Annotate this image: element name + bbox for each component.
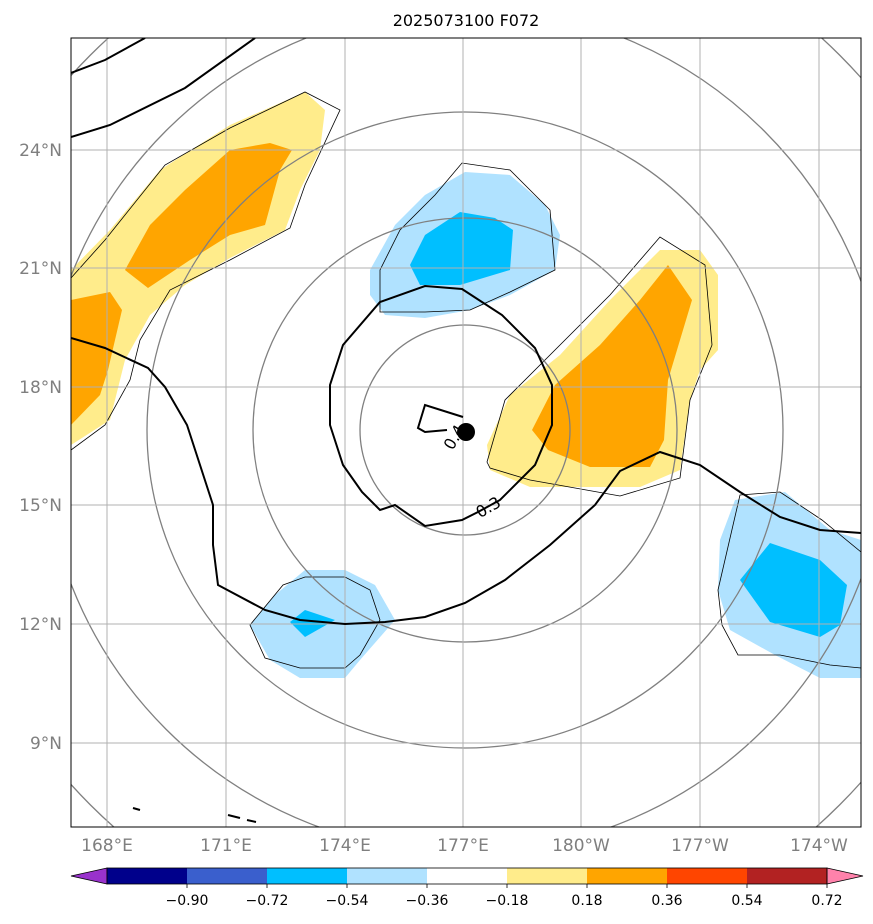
lon-label: 171°E	[200, 836, 252, 856]
contour-0.4	[416, 403, 464, 434]
negative-anomaly-north-core	[410, 212, 513, 285]
lon-label: 168°E	[81, 836, 133, 856]
lat-label: 18°N	[19, 378, 62, 398]
colorbar-extend-low	[70, 867, 108, 885]
outline-east	[486, 236, 713, 497]
lat-label: 12°N	[19, 615, 62, 635]
colorbar-tick-label: 0.72	[811, 893, 842, 909]
range-ring-1	[359, 324, 571, 536]
colorbar-tick-label: −0.54	[326, 893, 369, 909]
latitude-labels: 24°N 21°N 18°N 15°N 12°N 9°N	[19, 141, 62, 754]
negative-anomaly-southeast-core	[740, 543, 847, 637]
colorbar-tick-label: −0.18	[486, 893, 529, 909]
lat-label: 24°N	[19, 141, 62, 161]
positive-anomaly-west-core	[71, 292, 122, 425]
black-contours	[71, 38, 861, 626]
contour-nw-top	[71, 38, 146, 74]
positive-anomaly-nw-core	[125, 143, 292, 288]
colorbar-segment	[587, 868, 668, 884]
colorbar-tick-label: 0.18	[571, 893, 602, 909]
colorbar-tick-label: 0.54	[731, 893, 762, 909]
map-frame	[70, 37, 862, 828]
positive-anomaly-east-core	[532, 265, 692, 467]
colorbar-segment	[507, 868, 588, 884]
colorbar-extend-high	[826, 867, 864, 885]
range-ring-3	[146, 111, 784, 749]
island-2	[227, 814, 241, 819]
longitude-labels: 168°E 171°E 174°E 177°E 180°W 177°W 174°…	[81, 836, 848, 856]
colorbar-segment	[347, 868, 428, 884]
colorbar-tick-label: 0.36	[651, 893, 682, 909]
colorbar-tick-label: −0.72	[246, 893, 289, 909]
colorbar-segment	[107, 868, 188, 884]
contour-inner-ring	[329, 284, 553, 528]
figure-title: 2025073100 F072	[393, 11, 540, 30]
outline-southwest	[249, 576, 381, 669]
outline-nw	[71, 91, 341, 451]
lon-label: 177°E	[437, 836, 489, 856]
island-3	[246, 819, 257, 823]
contour-nw-second	[71, 38, 256, 138]
lon-label: 177°W	[671, 836, 729, 856]
island-1	[132, 807, 141, 811]
colorbar: −0.90 −0.72 −0.54 −0.36 −0.18 0.18 0.36 0.54 0.7…	[70, 867, 864, 909]
coastline-fragments	[132, 807, 257, 823]
contour-0.3	[71, 337, 861, 626]
lon-label: 180°W	[552, 836, 610, 856]
lon-label: 174°E	[319, 836, 371, 856]
colorbar-segment	[427, 868, 508, 884]
colorbar-segment	[747, 868, 828, 884]
lat-label: 21°N	[19, 259, 62, 279]
storm-center-marker	[457, 423, 475, 441]
range-ring-2	[252, 217, 678, 643]
colorbar-segment	[187, 868, 268, 884]
lon-label: 174°W	[790, 836, 848, 856]
lat-label: 9°N	[30, 734, 62, 754]
colorbar-segment	[267, 868, 348, 884]
colorbar-tick-label: −0.36	[406, 893, 449, 909]
lat-label: 15°N	[19, 496, 62, 516]
colorbar-tick-label: −0.90	[166, 893, 209, 909]
colorbar-segment	[667, 868, 748, 884]
colorbar-frame	[106, 867, 828, 885]
outline-southeast	[717, 491, 861, 669]
